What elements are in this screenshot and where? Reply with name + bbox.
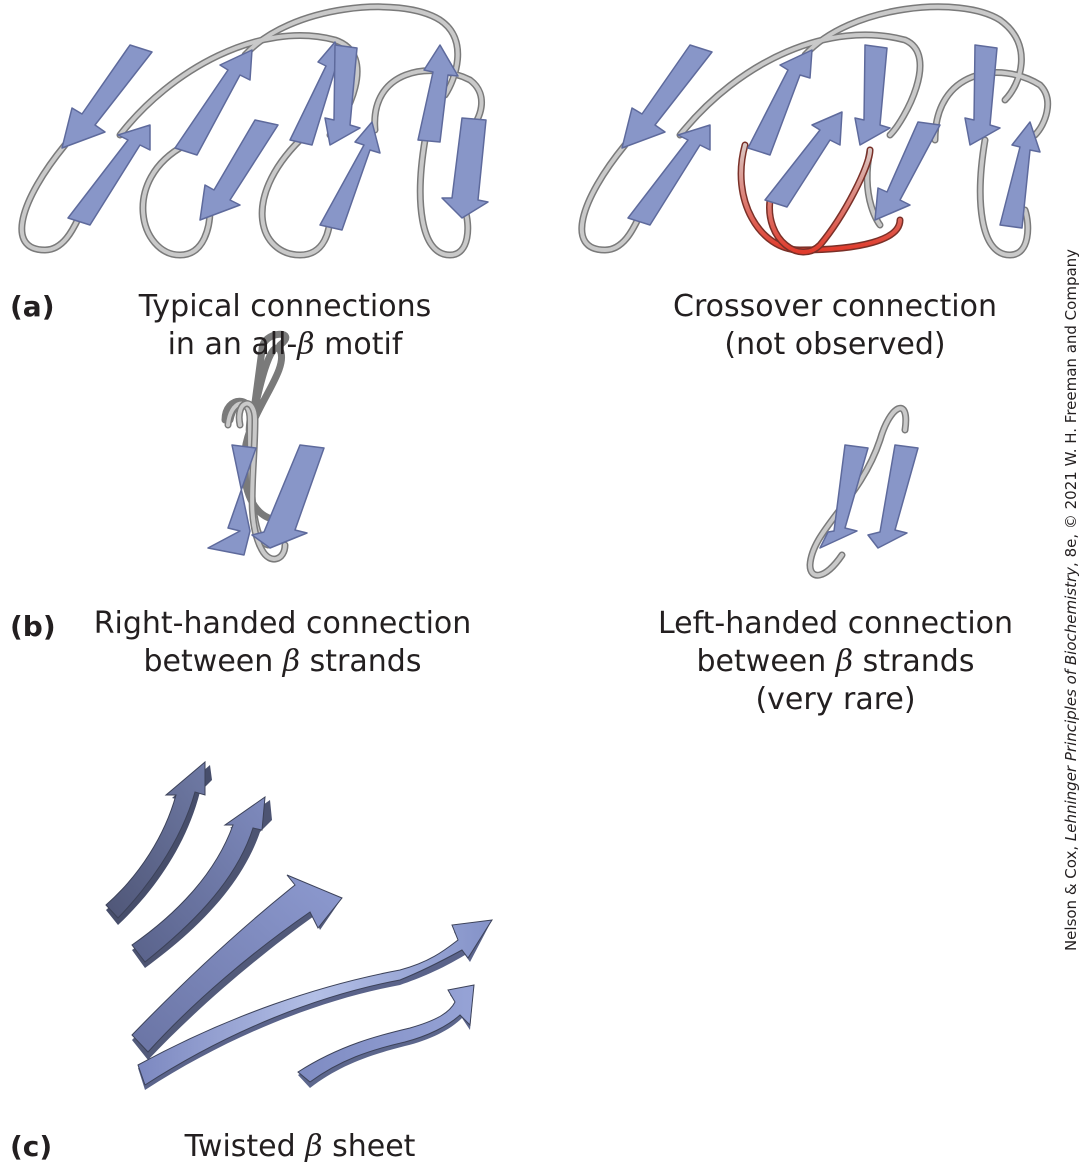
- beta-strand-arrow: [61, 44, 153, 149]
- twisted-sheet-caption: Twisted β sheet: [184, 1129, 416, 1164]
- right-handed-connection-diagram: [207, 330, 325, 563]
- beta-strand-arrow: [441, 117, 489, 219]
- typical-connections-diagram: [18, 3, 489, 259]
- beta-strand-arrow: [67, 124, 151, 226]
- beta-strand-arrow: [819, 444, 869, 549]
- caption-line: Typical connections: [138, 289, 432, 324]
- beta-strand-arrows: [621, 44, 1041, 229]
- panel-label-c: (c): [10, 1130, 53, 1163]
- crossover-connection-diagram: [578, 3, 1052, 259]
- caption-line: between β strands: [143, 644, 422, 679]
- caption-line: Right-handed connection: [93, 606, 472, 641]
- beta-strand-arrows: [61, 41, 489, 231]
- right-handed-caption: Right-handed connection between β strand…: [85, 605, 480, 681]
- copyright-credit: Nelson & Cox, Lehninger Principles of Bi…: [1062, 248, 1080, 952]
- caption-line: (very rare): [755, 682, 916, 717]
- beta-strand-arrow: [627, 124, 711, 226]
- caption-line: between β strands: [696, 644, 975, 679]
- crossover-connection-caption: Crossover connection (not observed): [665, 288, 1005, 364]
- loop-connections: [18, 3, 486, 259]
- panel-label-a: (a): [10, 290, 55, 323]
- beta-strand-arrow: [207, 444, 257, 556]
- panel-label-b: (b): [10, 610, 56, 643]
- typical-connections-caption: Typical connections in an all-β motif: [120, 288, 450, 364]
- beta-strand-arrow: [621, 44, 713, 149]
- beta-strand-arrow: [854, 44, 891, 146]
- beta-strand-arrows: [207, 444, 325, 556]
- beta-strand-arrows: [819, 444, 919, 549]
- left-handed-connection-diagram: [806, 404, 919, 579]
- beta-strand-arrow: [964, 44, 1001, 146]
- twisted-strand: [138, 920, 492, 1090]
- caption-line: Left-handed connection: [657, 606, 1014, 641]
- caption-line: (not observed): [724, 327, 946, 362]
- beta-strand-arrow: [867, 444, 919, 549]
- beta-strand-arrow: [764, 111, 843, 208]
- beta-strand-arrow: [999, 121, 1041, 229]
- twisted-beta-sheet-diagram: [105, 760, 493, 1090]
- beta-strand-arrow: [319, 121, 381, 231]
- beta-strand-arrow: [174, 49, 253, 156]
- beta-strand-arrow: [417, 44, 459, 143]
- crossover-loop: [737, 141, 904, 256]
- caption-line: in an all-β motif: [167, 327, 403, 362]
- left-handed-caption: Left-handed connection between β strands…: [648, 605, 1023, 719]
- loop-connections: [578, 3, 1052, 259]
- beta-strand-arrow: [324, 44, 361, 146]
- beta-strand-arrow: [874, 121, 941, 221]
- beta-strand-arrow: [199, 119, 279, 221]
- beta-strand-arrow: [747, 49, 813, 156]
- caption-line: Crossover connection: [673, 289, 997, 324]
- beta-strand-arrow: [251, 444, 325, 549]
